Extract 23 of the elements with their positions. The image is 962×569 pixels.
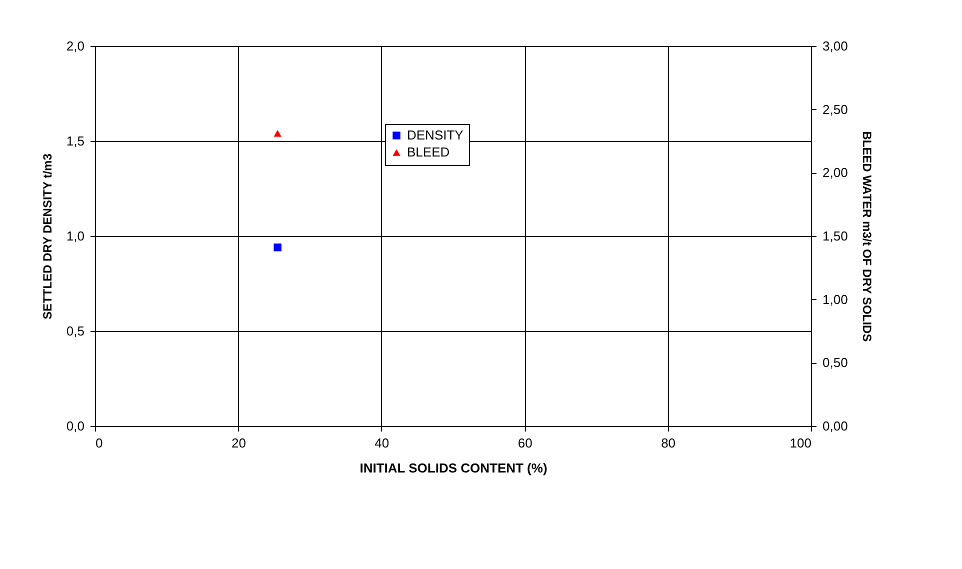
- x-tick-label: 60: [518, 436, 532, 450]
- y2-axis-title: BLEED WATER m3/t OF DRY SOLIDS: [860, 131, 874, 342]
- y2-tick-label: 0,50: [822, 355, 848, 370]
- y2-tick-label: 0,00: [822, 418, 848, 434]
- y2-tick-label: 1,50: [822, 228, 848, 244]
- legend-label: BLEED: [407, 144, 450, 160]
- y2-tick-label: 1,00: [822, 292, 848, 307]
- legend-label: DENSITY: [407, 128, 464, 142]
- y2-tick-label: 2,50: [822, 102, 848, 117]
- y-tick-label: 0,0: [66, 418, 84, 434]
- x-tick-label: 0: [96, 436, 103, 450]
- y-tick-label: 1,0: [66, 228, 84, 244]
- y-tick-label: 1,5: [66, 134, 84, 148]
- x-tick-label: 20: [231, 436, 246, 450]
- x-tick-label: 100: [790, 436, 812, 450]
- y-axis-title: SETTLED DRY DENSITY t/m3: [40, 153, 54, 320]
- x-tick-label: 40: [374, 436, 390, 450]
- y-tick-label: 0,5: [66, 324, 84, 338]
- y2-tick-label: 2,00: [822, 165, 848, 180]
- x-axis-title: INITIAL SOLIDS CONTENT (%): [360, 460, 548, 476]
- x-tick-label: 80: [661, 436, 676, 450]
- y2-tick-label: 3,00: [822, 38, 848, 54]
- y-tick-label: 2,0: [66, 38, 84, 54]
